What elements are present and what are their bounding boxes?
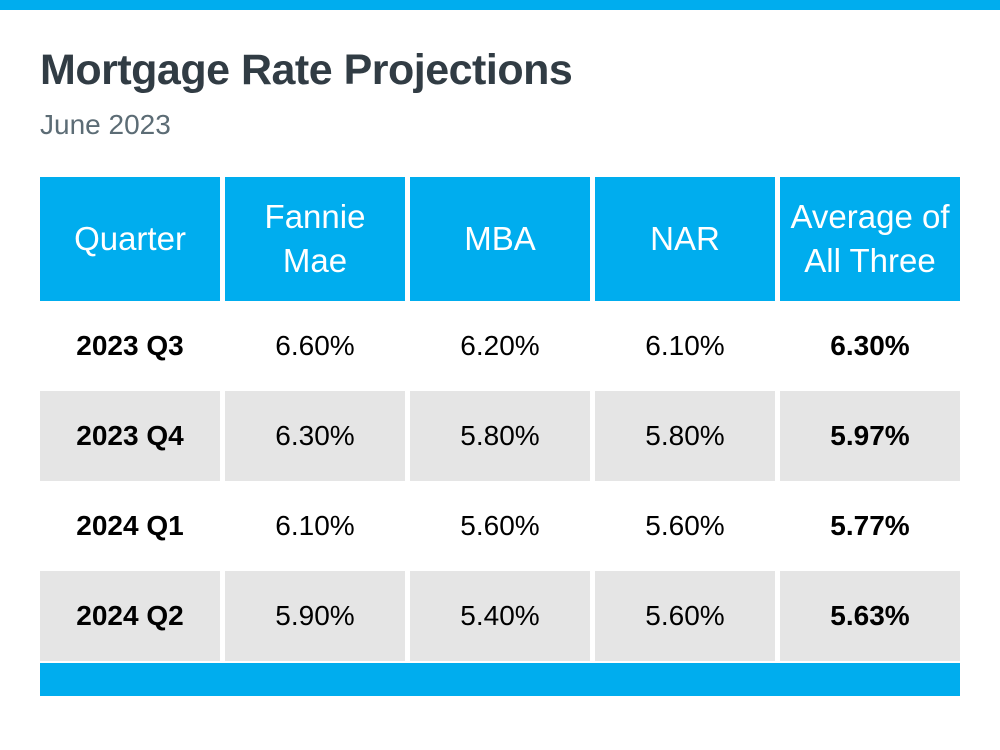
- nar-cell: 6.10%: [595, 301, 775, 392]
- mba-cell: 5.40%: [410, 571, 590, 662]
- column-header-average: Average of All Three: [780, 177, 960, 302]
- fannie-mae-cell: 6.10%: [225, 481, 405, 572]
- column-header-nar: NAR: [595, 177, 775, 302]
- page-subtitle: June 2023: [40, 109, 171, 141]
- mortgage-rate-projections-table: Quarter Fannie Mae MBA NAR Average of Al…: [40, 177, 960, 662]
- mba-cell: 5.80%: [410, 391, 590, 482]
- quarter-cell: 2024 Q1: [40, 481, 220, 572]
- fannie-mae-cell: 5.90%: [225, 571, 405, 662]
- mba-cell: 6.20%: [410, 301, 590, 392]
- page-title: Mortgage Rate Projections: [40, 46, 573, 94]
- slide: Mortgage Rate Projections June 2023 Quar…: [0, 0, 1000, 697]
- column-header-quarter: Quarter: [40, 177, 220, 302]
- nar-cell: 5.60%: [595, 481, 775, 572]
- average-cell: 6.30%: [780, 301, 960, 392]
- mba-cell: 5.60%: [410, 481, 590, 572]
- nar-cell: 5.80%: [595, 391, 775, 482]
- column-header-mba: MBA: [410, 177, 590, 302]
- quarter-cell: 2023 Q4: [40, 391, 220, 482]
- average-cell: 5.97%: [780, 391, 960, 482]
- slide-content: Mortgage Rate Projections June 2023 Quar…: [0, 46, 1000, 697]
- quarter-cell: 2024 Q2: [40, 571, 220, 662]
- top-accent-bar: [0, 0, 1000, 10]
- table-footer-accent-bar: [40, 663, 960, 697]
- average-cell: 5.77%: [780, 481, 960, 572]
- average-cell: 5.63%: [780, 571, 960, 662]
- nar-cell: 5.60%: [595, 571, 775, 662]
- column-header-fannie-mae: Fannie Mae: [225, 177, 405, 302]
- fannie-mae-cell: 6.30%: [225, 391, 405, 482]
- fannie-mae-cell: 6.60%: [225, 301, 405, 392]
- quarter-cell: 2023 Q3: [40, 301, 220, 392]
